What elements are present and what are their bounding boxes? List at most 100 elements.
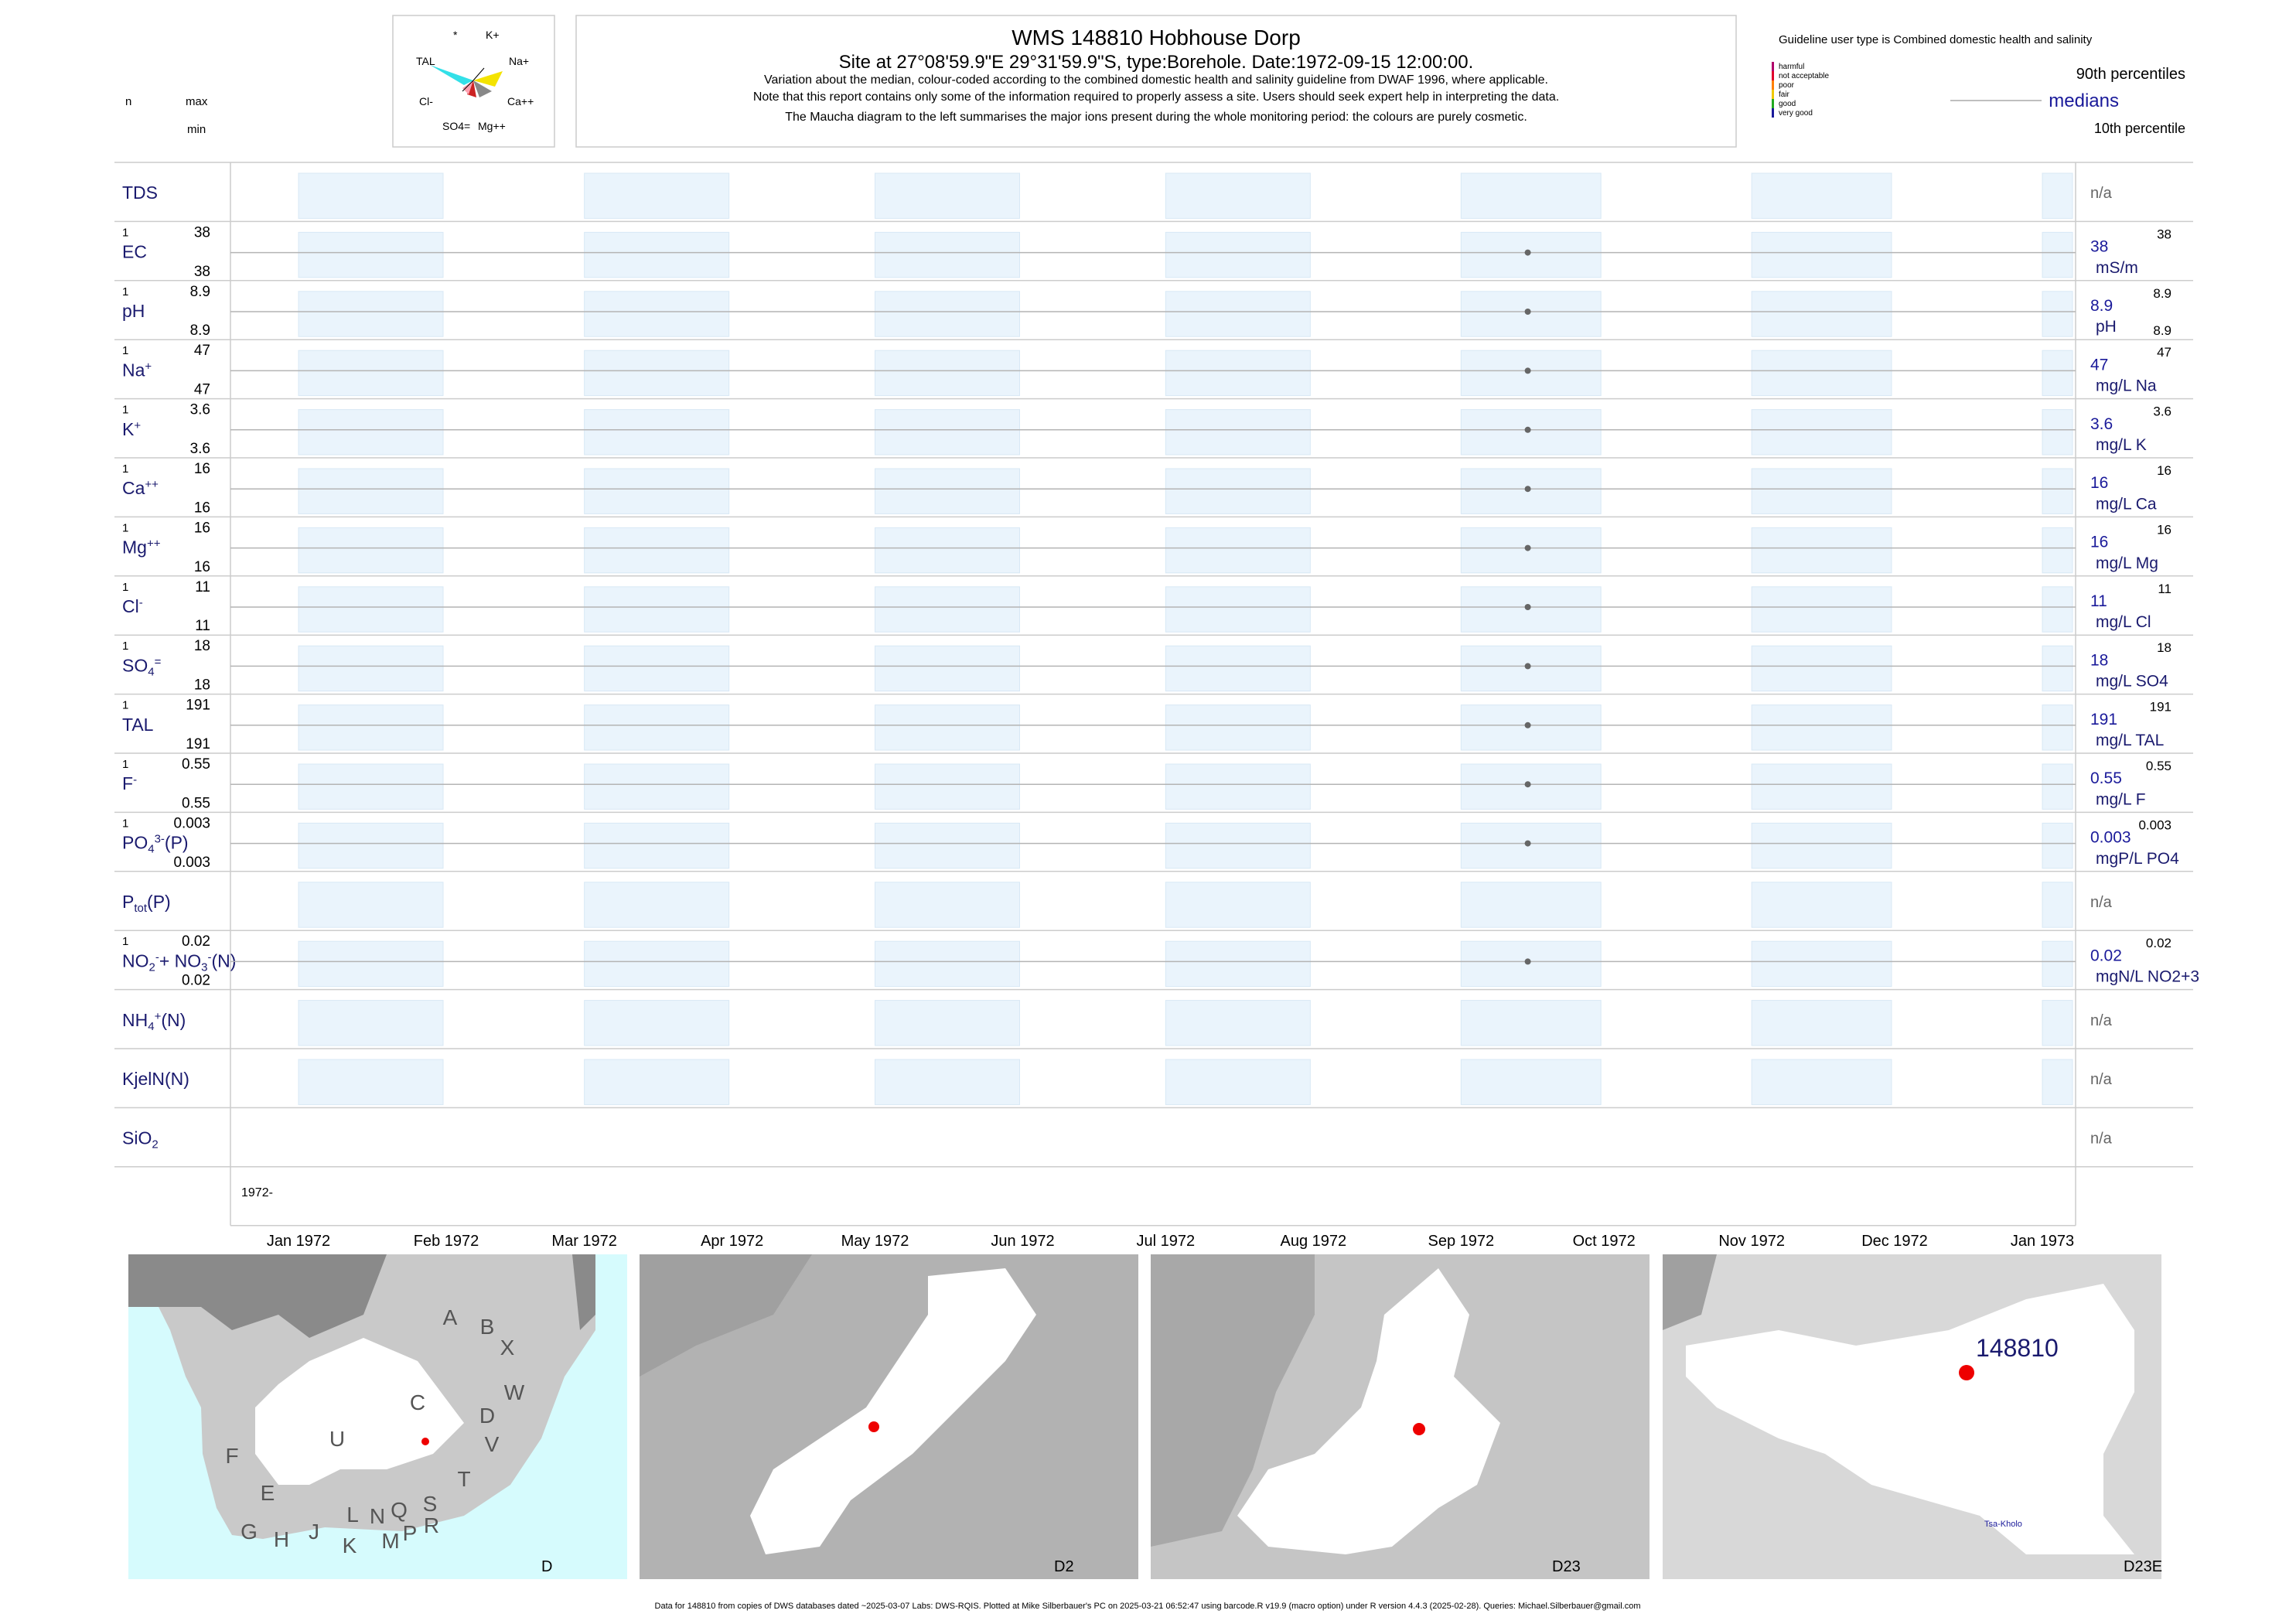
max-value-PO4: 0.003 bbox=[173, 815, 210, 831]
param-label-Mg: Mg++ bbox=[122, 537, 161, 557]
right-unit-K: mg/L K bbox=[2096, 436, 2147, 454]
sample-point-Mg bbox=[1524, 544, 1531, 551]
sample-point-SO4 bbox=[1524, 663, 1531, 670]
month-band bbox=[2042, 231, 2073, 278]
map-d2-site-marker bbox=[868, 1421, 879, 1432]
x-tick-label-8: Sep 1972 bbox=[1428, 1233, 1495, 1250]
right-max-Cl: 11 bbox=[2158, 582, 2171, 596]
right-median-Ca: 16 bbox=[2090, 474, 2108, 492]
month-band bbox=[2042, 291, 2073, 337]
month-band bbox=[2042, 586, 2073, 633]
n-value-PO4: 1 bbox=[122, 817, 128, 830]
map-panel-d2: D2 bbox=[640, 1254, 1138, 1579]
right-na-NH4: n/a bbox=[2090, 1012, 2113, 1029]
map-d2-label: D2 bbox=[1054, 1558, 1074, 1575]
month-band bbox=[1751, 350, 1892, 397]
right-median-Mg: 16 bbox=[2090, 534, 2108, 551]
p10-label: 10th percentile bbox=[2094, 121, 2185, 136]
x-tick-label-2: Mar 1972 bbox=[551, 1233, 617, 1250]
map-site-code: 148810 bbox=[1976, 1334, 2059, 1362]
n-value-NO2NO3: 1 bbox=[122, 935, 128, 948]
month-band bbox=[1460, 822, 1602, 869]
p90-label: 90th percentiles bbox=[2076, 66, 2185, 83]
right-median-TAL: 191 bbox=[2090, 711, 2117, 728]
month-band bbox=[1751, 172, 1892, 219]
month-band bbox=[1751, 409, 1892, 455]
x-tick-label-6: Jul 1972 bbox=[1137, 1233, 1196, 1250]
month-band bbox=[875, 527, 1021, 574]
right-median-Cl: 11 bbox=[2090, 592, 2107, 610]
month-band bbox=[584, 468, 730, 514]
param-label-Na: Na+ bbox=[122, 360, 152, 380]
region-d23-highlight bbox=[1237, 1268, 1500, 1554]
month-band bbox=[1165, 1059, 1311, 1105]
param-label-SiO2: SiO2 bbox=[122, 1128, 159, 1151]
row-TDS: TDS n/a bbox=[114, 162, 2193, 203]
max-value-Cl: 11 bbox=[195, 579, 210, 595]
right-unit-EC: mS/m bbox=[2096, 259, 2138, 277]
month-band bbox=[2042, 822, 2073, 869]
month-band bbox=[1165, 586, 1311, 633]
medians-label: medians bbox=[2049, 90, 2119, 111]
right-median-PO4: 0.003 bbox=[2090, 829, 2131, 847]
row-PO4: PO43-(P) 1 0.003 0.003 0.003 mgP/L PO4 0.003 bbox=[114, 811, 2193, 871]
x-tick-label-5: Jun 1972 bbox=[991, 1233, 1054, 1250]
max-header: max bbox=[186, 95, 208, 108]
guideline-category-1: not acceptable bbox=[1779, 72, 1829, 80]
month-band bbox=[584, 586, 730, 633]
month-band bbox=[875, 763, 1021, 810]
map-region-E: E bbox=[261, 1481, 275, 1505]
map-d23-site-marker bbox=[1413, 1423, 1425, 1435]
month-band bbox=[875, 882, 1021, 928]
n-value-SO4: 1 bbox=[122, 640, 128, 653]
maucha-so4-segment bbox=[462, 80, 473, 94]
month-band bbox=[584, 231, 730, 278]
note-line-1: Variation about the median, colour-coded… bbox=[764, 73, 1548, 87]
note-line-2: Note that this report contains only some… bbox=[753, 90, 1559, 104]
month-band bbox=[2042, 763, 2073, 810]
right-unit-PO4: mgP/L PO4 bbox=[2096, 850, 2179, 868]
month-band bbox=[2042, 1000, 2073, 1046]
month-band bbox=[1751, 763, 1892, 810]
maucha-ca-segment bbox=[473, 80, 492, 97]
month-band bbox=[1165, 705, 1311, 751]
right-max-EC: 38 bbox=[2157, 227, 2171, 241]
month-band bbox=[298, 822, 444, 869]
map-region-J: J bbox=[309, 1520, 319, 1544]
guideline-category-5: very good bbox=[1779, 109, 1813, 118]
x-tick-label-3: Apr 1972 bbox=[701, 1233, 763, 1250]
map-region-G: G bbox=[241, 1520, 258, 1544]
maucha-mg-segment bbox=[467, 80, 476, 97]
month-band bbox=[875, 291, 1021, 337]
month-band bbox=[1165, 409, 1311, 455]
region-d-highlight bbox=[255, 1338, 464, 1485]
right-unit-pH: pH bbox=[2096, 318, 2117, 336]
min-value-Cl: 11 bbox=[195, 618, 210, 634]
min-value-Na: 47 bbox=[194, 382, 210, 398]
right-median-K: 3.6 bbox=[2090, 415, 2113, 433]
right-median-EC: 38 bbox=[2090, 238, 2108, 256]
maucha-na-segment bbox=[473, 71, 503, 87]
map-region-M: M bbox=[381, 1529, 399, 1553]
right-max-PO4: 0.003 bbox=[2138, 817, 2171, 832]
month-band bbox=[1460, 645, 1602, 692]
n-value-K: 1 bbox=[122, 404, 128, 417]
month-band bbox=[1751, 291, 1892, 337]
right-unit-TAL: mg/L TAL bbox=[2096, 732, 2164, 749]
row-TAL: TAL 1 191 191 191 mg/L TAL 191 bbox=[114, 693, 2193, 752]
month-band bbox=[1165, 468, 1311, 514]
region-d2-highlight bbox=[750, 1268, 1036, 1554]
map-region-R: R bbox=[424, 1513, 439, 1537]
right-na-KjelN: n/a bbox=[2090, 1071, 2113, 1088]
month-band bbox=[298, 645, 444, 692]
right-max-K: 3.6 bbox=[2153, 404, 2171, 419]
sample-point-Cl bbox=[1524, 604, 1531, 610]
map-region-W: W bbox=[504, 1380, 525, 1404]
month-band bbox=[1165, 527, 1311, 574]
param-label-pH: pH bbox=[122, 301, 145, 321]
right-unit-F: mg/L F bbox=[2096, 790, 2146, 808]
month-band bbox=[2042, 172, 2073, 219]
param-label-K: K+ bbox=[122, 419, 141, 439]
month-band bbox=[1751, 527, 1892, 574]
